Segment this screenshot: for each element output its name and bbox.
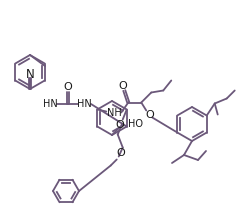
- Text: O: O: [64, 82, 72, 92]
- Text: O: O: [145, 110, 154, 119]
- Text: O: O: [115, 119, 124, 130]
- Text: O: O: [116, 149, 125, 158]
- Text: NH: NH: [107, 108, 122, 117]
- Text: HN: HN: [43, 99, 57, 109]
- Text: O: O: [118, 81, 127, 90]
- Text: HO: HO: [128, 119, 143, 129]
- Text: N: N: [26, 68, 34, 81]
- Text: HN: HN: [77, 99, 91, 109]
